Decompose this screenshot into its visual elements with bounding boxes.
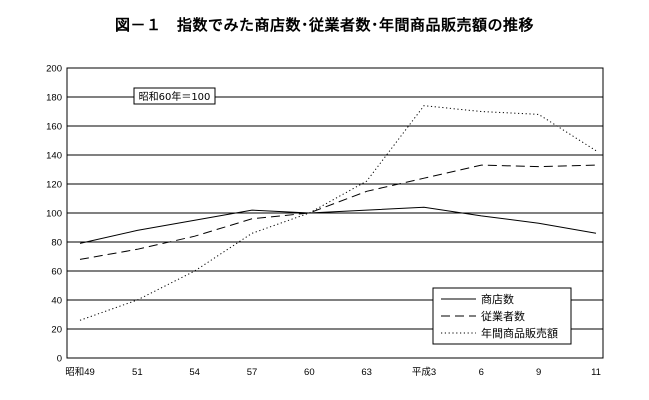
y-tick-label: 200 [46,64,62,75]
y-tick-label: 180 [46,93,62,104]
x-tick-label: 54 [189,367,200,378]
y-tick-label: 80 [51,238,62,249]
y-tick-label: 60 [51,267,62,278]
legend-label: 年間商品販売額 [481,326,558,340]
annotation-box: 昭和60年＝100 [133,87,216,105]
series-lines [79,105,597,321]
x-tick-label: 9 [536,367,541,378]
y-tick-label: 40 [51,296,62,307]
y-tick-label: 140 [46,151,62,162]
y-axis-ticks: 0 20 40 60 80 100 120 140 160 180 200 [46,64,62,365]
x-tick-label: 平成3 [412,366,436,378]
x-tick-label: 6 [479,367,484,378]
x-tick-label: 57 [247,367,258,378]
x-tick-label: 11 [591,367,601,378]
x-tick-label: 51 [132,367,143,378]
y-tick-label: 100 [46,209,62,220]
x-axis-ticks: 昭和49 51 54 57 60 63 平成3 6 9 11 [65,366,601,378]
series-line-0 [79,206,597,244]
y-tick-label: 120 [46,180,62,191]
x-tick-label: 昭和49 [65,367,95,378]
legend-label: 商店数 [481,292,514,306]
annotation-text: 昭和60年＝100 [139,90,211,103]
legend-label: 従業者数 [481,310,525,323]
y-tick-label: 160 [46,122,62,133]
y-tick-label: 0 [57,354,62,365]
x-tick-label: 60 [304,367,315,378]
series-line-1 [79,164,597,260]
chart-title: 図－１ 指数でみた商店数･従業者数･年間商品販売額の推移 [114,16,534,34]
y-tick-label: 20 [51,325,62,336]
x-tick-label: 63 [361,367,372,378]
